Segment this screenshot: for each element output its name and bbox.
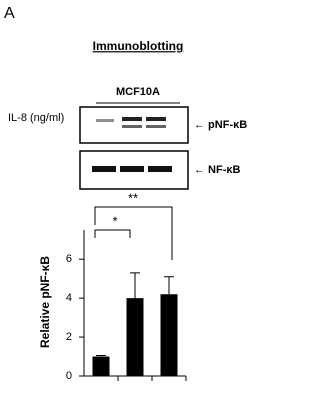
y-tick-label: 2 [66,331,72,343]
error-bar [96,355,106,357]
blot-frame [79,106,189,144]
panel-label: A [4,5,15,22]
title: Immunoblotting [93,39,184,53]
error-bar [164,276,174,295]
blot-bands [92,166,172,172]
bar [126,298,144,376]
sig-bracket [94,229,131,238]
sig-bracket [94,206,173,260]
blot-bands [96,117,166,128]
sig-label: * [112,213,117,228]
cell-line: MCF10A [116,86,160,98]
error-bar [130,272,140,299]
figure: A Immunoblotting MCF10A IL-8 (ng/ml) ← p… [4,5,247,382]
y-tick-label: 0 [66,370,72,382]
blot-label: ← pNF-κB [194,119,247,131]
bar [160,294,178,376]
y-axis-title: Relative pNF-κB [38,256,52,348]
blot-label: ← NF-κB [194,164,241,176]
bar [92,356,110,376]
y-tick-label: 6 [66,253,72,265]
sig-label: ** [128,190,138,205]
treatment-label: IL-8 (ng/ml) [8,112,64,124]
blot-frame [79,150,189,190]
y-tick-label: 4 [66,292,72,304]
